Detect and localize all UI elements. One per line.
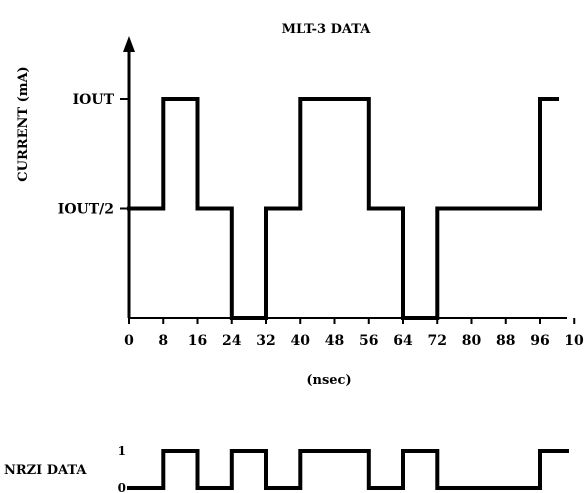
x-tick-label: 56 xyxy=(359,333,378,349)
x-tick-label: 24 xyxy=(222,333,242,349)
x-tick-label: 8 xyxy=(158,333,168,349)
nrzi-tick-label: 1 xyxy=(118,444,126,458)
chart-title: MLT-3 DATA xyxy=(282,22,372,37)
x-tick-label: 40 xyxy=(291,333,311,349)
nrzi-label: NRZI DATA xyxy=(4,463,87,478)
x-tick-label: 96 xyxy=(530,333,549,349)
x-tick-label: 80 xyxy=(462,333,482,349)
x-tick-label: 72 xyxy=(428,333,447,349)
nrzi-chart: NRZI DATA 10 xyxy=(4,444,569,493)
y-level-label: IOUT/2 xyxy=(58,202,114,218)
x-tick-label: 0 xyxy=(124,333,134,349)
y-level-label: IOUT xyxy=(73,92,115,108)
x-axis-label: (nsec) xyxy=(306,373,351,388)
x-tick-label: 16 xyxy=(188,333,207,349)
mlt3-series-line xyxy=(127,97,559,320)
x-tick-label: 64 xyxy=(393,333,413,349)
y-axis-label: CURRENT (mA) xyxy=(16,66,31,181)
x-tick-label: 104 xyxy=(564,333,584,349)
x-tick-group: 0 8 16 24 32 40 48 56 64 72 80 88 96 104 xyxy=(124,318,584,349)
x-tick-label: 88 xyxy=(496,333,515,349)
nrzi-tick-group: 10 xyxy=(118,444,126,493)
nrzi-tick-label: 0 xyxy=(118,481,126,493)
y-axis-arrow xyxy=(123,36,135,52)
mlt3-chart: MLT-3 DATA CURRENT (mA) 0 8 16 24 32 40 48 56 64… xyxy=(16,22,584,388)
x-tick-label: 32 xyxy=(256,333,275,349)
nrzi-series-line xyxy=(127,449,569,490)
x-tick-label: 48 xyxy=(325,333,344,349)
y-level-group: IOUT IOUT/2 xyxy=(58,92,129,218)
